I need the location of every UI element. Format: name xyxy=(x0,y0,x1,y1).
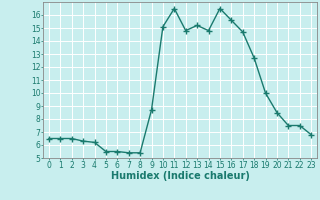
X-axis label: Humidex (Indice chaleur): Humidex (Indice chaleur) xyxy=(111,171,249,181)
